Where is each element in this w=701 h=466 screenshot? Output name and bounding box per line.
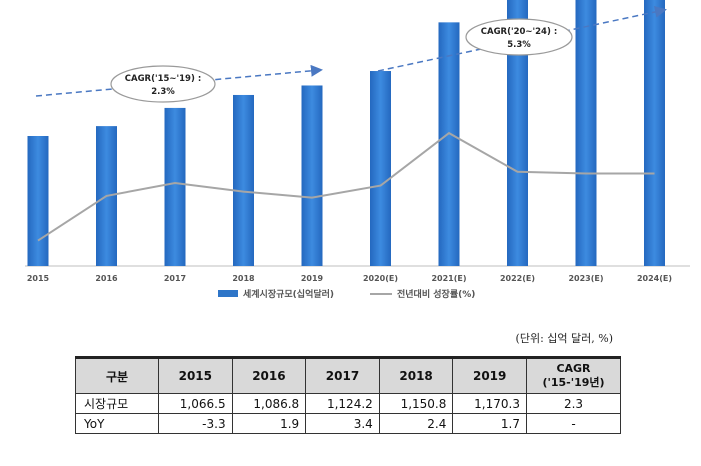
bar-2022(E) [507, 0, 528, 266]
table-cell-cagr: 2.3 [525, 393, 622, 414]
header-year: 2015 [158, 356, 233, 394]
cagr-callout-2: CAGR('20~'24) : 5.3% [465, 18, 573, 56]
table-header-row: 구분 2015 2016 2017 2018 2019 CAGR ('15-'1… [75, 356, 622, 394]
bar-2019 [301, 85, 323, 267]
table-cell: 1,086.8 [231, 393, 307, 414]
row-label: 시장규모 [75, 393, 159, 414]
header-year: 2016 [231, 356, 307, 394]
header-year: 2018 [378, 356, 454, 394]
table-cell: -3.3 [158, 413, 233, 434]
header-cagr-line1: CAGR [556, 362, 591, 375]
header-year: 2019 [452, 356, 527, 394]
table-cell: 1,150.8 [378, 393, 454, 414]
legend-bar-label: 세계시장규모(십억달러) [243, 288, 334, 300]
legend-line-label: 전년대비 성장률(%) [397, 288, 475, 300]
table-cell: 3.4 [305, 413, 380, 434]
table-cell: 1,066.5 [158, 393, 233, 414]
x-tick-label: 2019 [301, 274, 324, 283]
bar-2017 [164, 107, 186, 266]
x-tick-label: 2016 [95, 274, 118, 283]
x-tick-label: 2023(E) [568, 274, 603, 283]
bar-2015 [27, 136, 49, 266]
legend-bar-swatch [218, 290, 238, 297]
growth-rate-line [37, 131, 655, 242]
market-size-table: 구분 2015 2016 2017 2018 2019 CAGR ('15-'1… [75, 356, 622, 434]
table-row: YoY -3.3 1.9 3.4 2.4 1.7 - [75, 413, 622, 434]
x-tick-label: 2022(E) [500, 274, 535, 283]
row-label: YoY [75, 413, 159, 434]
table-cell: 1,170.3 [452, 393, 527, 414]
cagr-value-1: 2.3% [151, 87, 175, 97]
bar-2018 [233, 94, 254, 266]
header-cagr-line2: ('15-'19년) [542, 376, 605, 389]
table-cell: 1.7 [452, 413, 527, 434]
table-cell-cagr: - [525, 413, 622, 434]
table-cell: 1,124.2 [305, 393, 380, 414]
table-cell: 2.4 [378, 413, 454, 434]
header-cagr: CAGR ('15-'19년) [525, 356, 622, 394]
x-tick-label: 2017 [164, 274, 186, 283]
cagr-value-2: 5.3% [507, 40, 531, 50]
cagr-callout-1: CAGR('15~'19) : 2.3% [110, 65, 216, 103]
bar-2023(E) [575, 0, 597, 266]
unit-note: (단위: 십억 달러, %) [515, 332, 613, 345]
x-tick-label: 2021(E) [431, 274, 466, 283]
cagr-label-1: CAGR('15~'19) : [125, 74, 201, 84]
cagr-label-2: CAGR('20~'24) : [481, 27, 557, 37]
x-tick-label: 2024(E) [637, 274, 672, 283]
x-tick-label: 2018 [232, 274, 255, 283]
bar-2024(E) [644, 0, 665, 266]
legend: 세계시장규모(십억달러) 전년대비 성장률(%) [218, 288, 475, 300]
table-cell: 1.9 [231, 413, 307, 434]
market-size-chart: 2015 2016 2017 2018 2019 2020(E) 2021(E) 2022(E… [25, 0, 690, 300]
trend-arrow-2 [377, 6, 667, 72]
bar-2020(E) [370, 71, 391, 267]
x-tick-label: 2015 [27, 274, 50, 283]
table-row: 시장규모 1,066.5 1,086.8 1,124.2 1,150.8 1,1… [75, 393, 622, 414]
bar-2021(E) [438, 22, 460, 267]
header-category: 구분 [75, 356, 159, 394]
header-year: 2017 [305, 356, 380, 394]
x-tick-label: 2020(E) [363, 274, 398, 283]
